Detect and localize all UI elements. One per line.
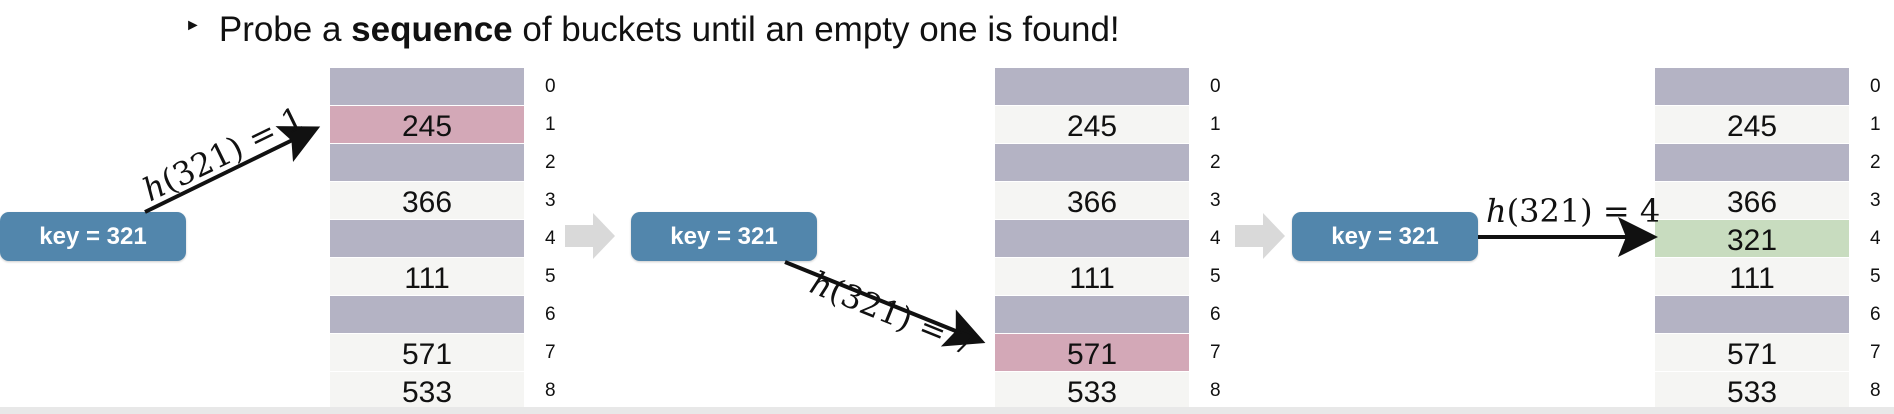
table-slot-8: 533 8	[330, 372, 556, 409]
table-slot-3: 366 3	[995, 182, 1221, 219]
slot-index: 4	[545, 228, 556, 249]
hash-table-step-3: 0 245 1 2 366 3 321 4 111 5 6 571 7 533 8	[1655, 68, 1881, 410]
flow-arrow-icon-1	[565, 213, 615, 259]
slot-index: 7	[1210, 342, 1221, 363]
table-slot-3: 366 3	[330, 182, 556, 219]
slot-index: 3	[545, 190, 556, 211]
slot-index: 8	[1210, 380, 1221, 401]
table-slot-5: 111 5	[995, 258, 1221, 295]
bottom-bar	[0, 407, 1894, 414]
slot-value: 366	[401, 185, 453, 219]
slot-index: 0	[1210, 76, 1221, 97]
hash-arrow-1	[144, 126, 321, 214]
table-slot-8: 533 8	[995, 372, 1221, 409]
slot-value: 245	[1726, 109, 1778, 143]
table-slot-5: 111 5	[1655, 258, 1881, 295]
table-slot-8: 533 8	[1655, 372, 1881, 409]
slot-value: 321	[1726, 223, 1778, 257]
key-box-step-1: key = 321	[0, 212, 186, 261]
slot-index: 6	[545, 304, 556, 325]
table-slot-3: 366 3	[1655, 182, 1881, 219]
key-label: key = 321	[670, 222, 778, 250]
slot-value: 111	[1069, 261, 1115, 295]
slot-index: 2	[1210, 152, 1221, 173]
table-slot-2: 2	[330, 144, 556, 181]
table-slot-6: 6	[995, 296, 1221, 333]
bullet-bold: sequence	[351, 10, 513, 49]
slot-value: 533	[1066, 375, 1118, 409]
slot-value: 366	[1726, 185, 1778, 219]
slot-index: 1	[1870, 114, 1881, 135]
slot-index: 1	[1210, 114, 1221, 135]
table-slot-2: 2	[995, 144, 1221, 181]
slot-value: 245	[401, 109, 453, 143]
slot-index: 2	[1870, 152, 1881, 173]
hash-arrow-2	[784, 260, 986, 347]
table-slot-6: 6	[330, 296, 556, 333]
key-box-step-3: key = 321	[1292, 212, 1478, 261]
bullet-text: ► Probe a sequence of buckets until an e…	[185, 8, 1120, 52]
slot-index: 4	[1210, 228, 1221, 249]
key-box-step-2: key = 321	[631, 212, 817, 261]
key-label: key = 321	[1331, 222, 1439, 250]
table-slot-0: 0	[330, 68, 556, 105]
slot-index: 2	[545, 152, 556, 173]
slot-index: 0	[545, 76, 556, 97]
slot-index: 6	[1870, 304, 1881, 325]
key-label: key = 321	[39, 222, 147, 250]
hash-label-3: h(321) = 4	[1486, 192, 1661, 230]
slot-index: 0	[1870, 76, 1881, 97]
table-slot-6: 6	[1655, 296, 1881, 333]
hash-table-step-2: 0 245 1 2 366 3 4 111 5 6 571 7 533 8	[995, 68, 1221, 410]
table-slot-5: 111 5	[330, 258, 556, 295]
table-slot-7: 571 7	[995, 334, 1221, 371]
slot-index: 3	[1210, 190, 1221, 211]
table-slot-1: 245 1	[330, 106, 556, 143]
table-slot-1: 245 1	[995, 106, 1221, 143]
slot-index: 7	[545, 342, 556, 363]
bullet-marker-icon: ►	[185, 17, 201, 34]
slot-value: 571	[1726, 337, 1778, 371]
table-slot-0: 0	[1655, 68, 1881, 105]
slot-index: 6	[1210, 304, 1221, 325]
slot-index: 5	[1870, 266, 1881, 287]
table-slot-2: 2	[1655, 144, 1881, 181]
slot-index: 5	[1210, 266, 1221, 287]
slot-value: 366	[1066, 185, 1118, 219]
slot-value: 571	[401, 337, 453, 371]
slot-value: 111	[1729, 261, 1775, 295]
bullet-suffix: of buckets until an empty one is found!	[512, 10, 1120, 49]
bullet-prefix: Probe a	[218, 10, 352, 49]
table-slot-4: 4	[995, 220, 1221, 257]
table-slot-1: 245 1	[1655, 106, 1881, 143]
slot-value: 111	[404, 261, 450, 295]
slot-index: 1	[545, 114, 556, 135]
slot-index: 7	[1870, 342, 1881, 363]
table-slot-7: 571 7	[1655, 334, 1881, 371]
slot-value: 571	[1066, 337, 1118, 371]
slot-value: 245	[1066, 109, 1118, 143]
slot-value: 533	[1726, 375, 1778, 409]
table-slot-0: 0	[995, 68, 1221, 105]
slot-index: 8	[1870, 380, 1881, 401]
slot-index: 5	[545, 266, 556, 287]
slot-index: 4	[1870, 228, 1881, 249]
slot-index: 3	[1870, 190, 1881, 211]
table-slot-7: 571 7	[330, 334, 556, 371]
flow-arrow-icon-2	[1235, 213, 1285, 259]
hash-table-step-1: 0 245 1 2 366 3 4 111 5 6 571 7 533 8	[330, 68, 556, 410]
table-slot-4: 4	[330, 220, 556, 257]
table-slot-4: 321 4	[1655, 220, 1881, 257]
slot-value: 533	[401, 375, 453, 409]
slot-index: 8	[545, 380, 556, 401]
